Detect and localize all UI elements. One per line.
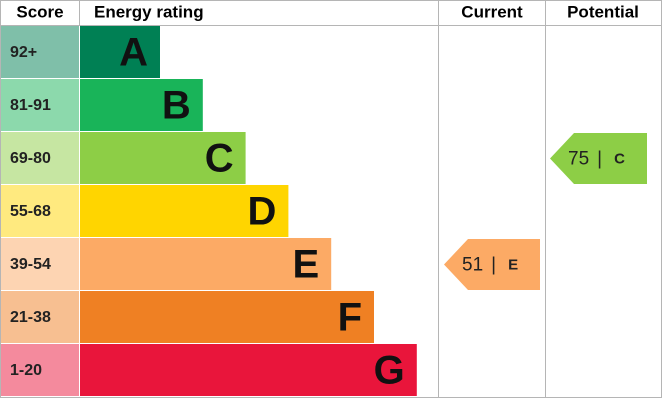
potential-value: 75 xyxy=(568,149,589,170)
score-label: 39-54 xyxy=(10,256,51,273)
score-label: 92+ xyxy=(10,44,37,61)
rating-letter: D xyxy=(248,190,277,234)
potential-letter: C xyxy=(614,150,625,167)
header-potential: Potential xyxy=(567,2,639,21)
current-arrow xyxy=(444,239,540,290)
rating-bar xyxy=(80,79,203,131)
header-score: Score xyxy=(16,2,63,21)
rating-letter: B xyxy=(162,84,191,128)
header-rating: Energy rating xyxy=(94,2,204,21)
current-letter: E xyxy=(508,256,518,273)
current-separator: | xyxy=(491,255,496,276)
score-label: 1-20 xyxy=(10,362,42,379)
potential-label: 75 | C xyxy=(568,149,625,170)
header-current: Current xyxy=(461,2,523,21)
score-cell xyxy=(1,79,79,131)
score-cell xyxy=(1,26,79,78)
rating-letter: C xyxy=(205,137,234,181)
score-label: 21-38 xyxy=(10,309,51,326)
current-value: 51 xyxy=(462,255,483,276)
table-frame xyxy=(0,0,662,398)
rating-letter: G xyxy=(374,349,405,393)
score-label: 81-91 xyxy=(10,97,51,114)
rating-bar xyxy=(80,132,246,184)
score-cell xyxy=(1,291,79,343)
score-label: 55-68 xyxy=(10,203,51,220)
rating-bar xyxy=(80,344,417,396)
potential-separator: | xyxy=(597,149,602,170)
rating-letter: E xyxy=(293,243,320,287)
rating-bar xyxy=(80,26,160,78)
potential-arrow xyxy=(550,133,647,184)
current-label: 51 | E xyxy=(462,255,518,276)
score-label: 69-80 xyxy=(10,150,51,167)
score-cell xyxy=(1,238,79,290)
score-cell xyxy=(1,132,79,184)
rating-bar xyxy=(80,185,289,237)
rating-letter: F xyxy=(338,296,362,340)
rating-bar xyxy=(80,238,332,290)
rating-bar xyxy=(80,291,374,343)
score-cell xyxy=(1,344,79,396)
rating-letter: A xyxy=(119,31,148,75)
score-cell xyxy=(1,185,79,237)
